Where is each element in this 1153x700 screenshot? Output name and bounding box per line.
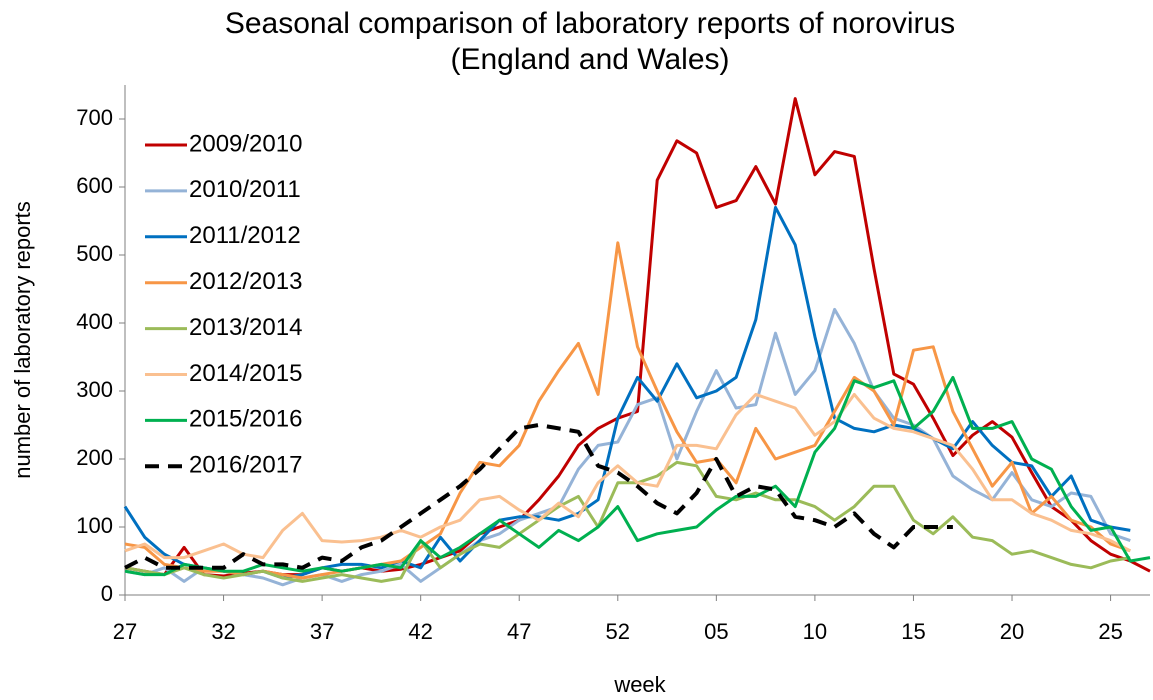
series-line xyxy=(124,460,1131,583)
legend-label: 2010/2011 xyxy=(189,176,301,203)
series-line xyxy=(124,307,1131,587)
x-axis-label: week xyxy=(613,672,666,697)
series-line xyxy=(124,423,953,570)
legend-label: 2011/2012 xyxy=(189,222,301,249)
x-tick-label: 52 xyxy=(606,619,630,644)
series-line xyxy=(124,241,1131,580)
y-tick-label: 0 xyxy=(101,581,113,606)
x-tick-label: 10 xyxy=(803,619,827,644)
legend-label: 2015/2016 xyxy=(189,406,302,433)
legend-label: 2009/2010 xyxy=(189,130,302,157)
x-tick-label: 25 xyxy=(1098,619,1122,644)
legend-label: 2016/2017 xyxy=(189,452,302,479)
y-axis-label: number of laboratory reports xyxy=(10,201,35,479)
y-tick-label: 700 xyxy=(76,105,113,130)
legend-label: 2012/2013 xyxy=(189,268,302,295)
legend-label: 2014/2015 xyxy=(189,360,302,387)
x-tick-label: 47 xyxy=(507,619,531,644)
x-tick-label: 27 xyxy=(113,619,137,644)
y-tick-label: 100 xyxy=(76,513,113,538)
x-tick-label: 20 xyxy=(1000,619,1024,644)
y-tick-label: 500 xyxy=(76,241,113,266)
x-tick-label: 37 xyxy=(310,619,334,644)
y-tick-label: 300 xyxy=(76,377,113,402)
series-line xyxy=(124,392,1131,560)
y-tick-label: 200 xyxy=(76,445,113,470)
legend-label: 2013/2014 xyxy=(189,314,302,341)
y-tick-label: 400 xyxy=(76,309,113,334)
x-tick-label: 32 xyxy=(211,619,235,644)
x-tick-label: 05 xyxy=(704,619,728,644)
chart-title: Seasonal comparison of laboratory report… xyxy=(224,7,956,76)
series-line xyxy=(124,375,1151,577)
y-tick-label: 600 xyxy=(76,173,113,198)
x-tick-label: 42 xyxy=(408,619,432,644)
x-tick-label: 15 xyxy=(901,619,925,644)
